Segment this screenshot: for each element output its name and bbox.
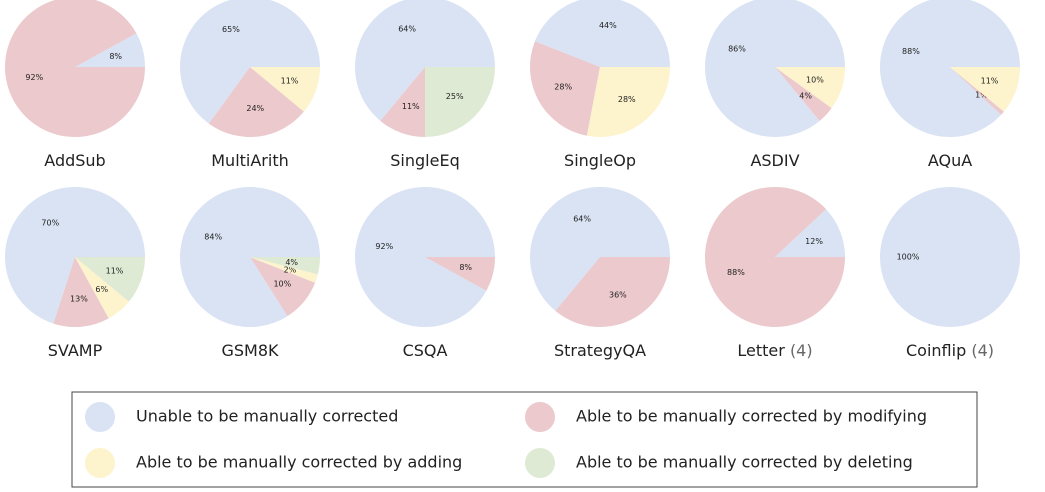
pie-title: Coinflip (4) xyxy=(906,341,994,360)
slice-label: 12% xyxy=(805,237,823,246)
slice-label: 84% xyxy=(204,232,222,241)
slice-label: 4% xyxy=(285,258,298,267)
slice-label: 11% xyxy=(106,267,124,276)
pie-title-text: StrategyQA xyxy=(554,341,646,360)
pie-title: MultiArith xyxy=(211,151,289,170)
pie-title-text: Coinflip xyxy=(906,341,966,360)
slice-label: 64% xyxy=(573,214,591,223)
slice-label: 24% xyxy=(246,104,264,113)
pie-title-text: ASDIV xyxy=(750,151,799,170)
pie-slice xyxy=(705,186,845,327)
pie-slice xyxy=(75,257,145,302)
pie-title-text: AQuA xyxy=(928,151,972,170)
pie-title: SVAMP xyxy=(48,341,103,360)
pie-title-note: (4) xyxy=(971,341,994,360)
pie-slice xyxy=(775,67,845,109)
pie-title: StrategyQA xyxy=(554,341,646,360)
pie-title: SingleEq xyxy=(390,151,459,170)
pie-slice xyxy=(530,187,670,311)
pie-slice xyxy=(75,33,145,67)
pie-title: SingleOp xyxy=(564,151,636,170)
pie-title-text: SingleEq xyxy=(390,151,459,170)
pie-slice xyxy=(250,67,320,112)
pie-slice xyxy=(355,0,495,121)
slice-label: 11% xyxy=(281,77,299,86)
slice-label: 88% xyxy=(902,47,920,56)
slice-label: 86% xyxy=(728,45,746,54)
pie-slice xyxy=(53,257,109,327)
pie-title: AddSub xyxy=(44,151,105,170)
pie-slice xyxy=(775,209,845,257)
slice-label: 1% xyxy=(975,90,988,99)
slice-label: 11% xyxy=(402,102,420,111)
pie-slice xyxy=(180,0,320,124)
pie-slice xyxy=(208,67,304,138)
pie-slice xyxy=(180,187,320,328)
pie-title: AQuA xyxy=(928,151,972,170)
pie-title-text: SingleOp xyxy=(564,151,636,170)
pie-title-text: MultiArith xyxy=(211,151,289,170)
pie-title: ASDIV xyxy=(750,151,799,170)
slice-label: 36% xyxy=(609,291,627,300)
legend-label: Able to be manually corrected by deletin… xyxy=(576,453,913,472)
slice-label: 64% xyxy=(398,24,416,33)
legend-swatch xyxy=(525,448,555,478)
slice-label: 25% xyxy=(446,92,464,101)
slice-label: 65% xyxy=(222,25,240,34)
slice-label: 92% xyxy=(25,73,43,82)
legend-box xyxy=(71,391,978,488)
slice-label: 10% xyxy=(273,279,291,288)
slice-label: 92% xyxy=(375,242,393,251)
pie-slice xyxy=(250,257,318,283)
slice-label: 4% xyxy=(799,91,812,100)
pie-title-text: CSQA xyxy=(403,341,448,360)
pie-slice xyxy=(4,187,145,324)
legend-label: Able to be manually corrected by adding xyxy=(136,453,462,472)
pie-slice xyxy=(75,257,129,319)
slice-label: 10% xyxy=(806,75,824,84)
pie-title: GSM8K xyxy=(221,341,279,360)
pie-title-text: GSM8K xyxy=(221,341,279,360)
legend-swatch xyxy=(85,448,115,478)
slice-label: 88% xyxy=(727,268,745,277)
slice-label: 8% xyxy=(459,263,472,272)
pie-slice xyxy=(5,0,145,138)
slice-label: 28% xyxy=(554,83,572,92)
slice-label: 70% xyxy=(41,219,59,228)
pie-slice xyxy=(555,257,670,327)
pie-slice xyxy=(950,67,1020,112)
slice-label: 11% xyxy=(981,77,999,86)
pie-slice xyxy=(250,257,316,317)
pie-slice xyxy=(380,67,425,137)
pie-title: CSQA xyxy=(403,341,448,360)
slice-label: 2% xyxy=(284,265,297,274)
pie-title-text: AddSub xyxy=(44,151,105,170)
pie-slice xyxy=(950,67,1004,115)
slice-label: 28% xyxy=(618,95,636,104)
slice-label: 44% xyxy=(599,21,617,30)
pie-title-text: SVAMP xyxy=(48,341,103,360)
pie-title-note: (4) xyxy=(790,341,813,360)
pie-slice xyxy=(880,187,1020,327)
legend-swatch xyxy=(525,402,555,432)
pie-slice xyxy=(586,67,670,137)
legend-label: Able to be manually corrected by modifyi… xyxy=(576,407,927,426)
legend-label: Unable to be manually corrected xyxy=(136,407,398,426)
pie-slice xyxy=(534,0,670,67)
slice-label: 8% xyxy=(109,52,122,61)
pie-slice xyxy=(880,0,1020,137)
pie-title: Letter (4) xyxy=(737,341,812,360)
pie-slice xyxy=(425,257,495,291)
slice-label: 13% xyxy=(70,294,88,303)
slice-label: 100% xyxy=(897,253,920,262)
pie-slice xyxy=(530,41,600,136)
slice-label: 6% xyxy=(95,285,108,294)
pie-slice xyxy=(425,67,495,137)
pie-slice xyxy=(250,257,320,275)
pie-slice xyxy=(705,0,845,137)
pie-title-text: Letter xyxy=(737,341,785,360)
pie-slice xyxy=(775,67,832,121)
legend-swatch xyxy=(85,402,115,432)
